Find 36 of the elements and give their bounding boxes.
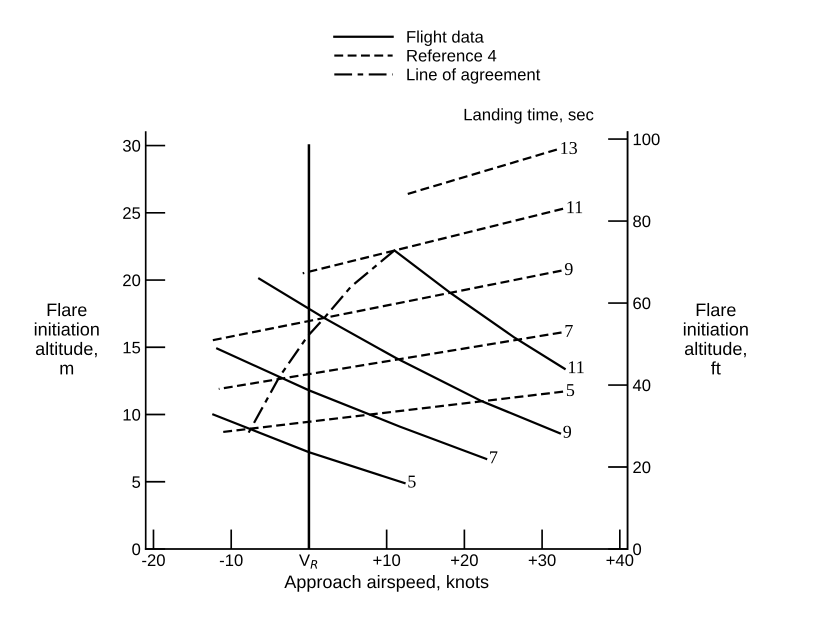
x-axis-title: Approach airspeed, knots xyxy=(284,574,488,592)
y2-tick-label: 100 xyxy=(634,133,660,146)
y2-tick-label: 60 xyxy=(633,297,650,310)
y2-axis-title: Flare initiation altitude, ft xyxy=(684,302,748,375)
y-tick-label: 25 xyxy=(123,207,140,219)
legend-label: Reference 4 xyxy=(407,49,496,62)
annotation: 13 xyxy=(561,142,577,154)
annotation: 11 xyxy=(567,201,582,214)
y2-tick-label: 0 xyxy=(633,543,642,556)
y-tick-label: 5 xyxy=(132,476,140,488)
annotation: 7 xyxy=(490,451,498,464)
y-tick-label: 30 xyxy=(122,140,140,152)
text: Landing time, sec xyxy=(464,108,594,124)
y-tick-label: 20 xyxy=(123,274,140,286)
annotation: 9 xyxy=(563,426,572,438)
x-tick-label: V$_{R}$ xyxy=(299,554,318,569)
x-tick-label: +40 xyxy=(606,554,634,566)
y-axis-title: Flare initiation altitude, m xyxy=(34,302,99,374)
legend-label: Flight data xyxy=(407,30,484,46)
x-tick-label: -10 xyxy=(220,554,243,566)
x-tick-label: +30 xyxy=(528,554,556,566)
annotation: 9 xyxy=(564,262,573,276)
y2-tick-label: 20 xyxy=(633,461,650,474)
annotation: 5 xyxy=(566,384,574,396)
legend-label: Line of agreement xyxy=(407,68,540,84)
y2-tick-label: 80 xyxy=(633,215,650,228)
x-tick-label: -20 xyxy=(142,554,165,566)
y2-tick-label: 40 xyxy=(632,379,650,392)
x-tick-label: +10 xyxy=(373,554,400,566)
x-tick-label: +20 xyxy=(451,554,478,566)
y-tick-label: 10 xyxy=(124,408,140,421)
y-tick-label: 0 xyxy=(132,543,140,556)
annotation: 5 xyxy=(408,476,416,488)
y-tick-label: 15 xyxy=(124,342,140,354)
annotation: 7 xyxy=(565,324,573,337)
annotation: 11 xyxy=(569,361,584,374)
